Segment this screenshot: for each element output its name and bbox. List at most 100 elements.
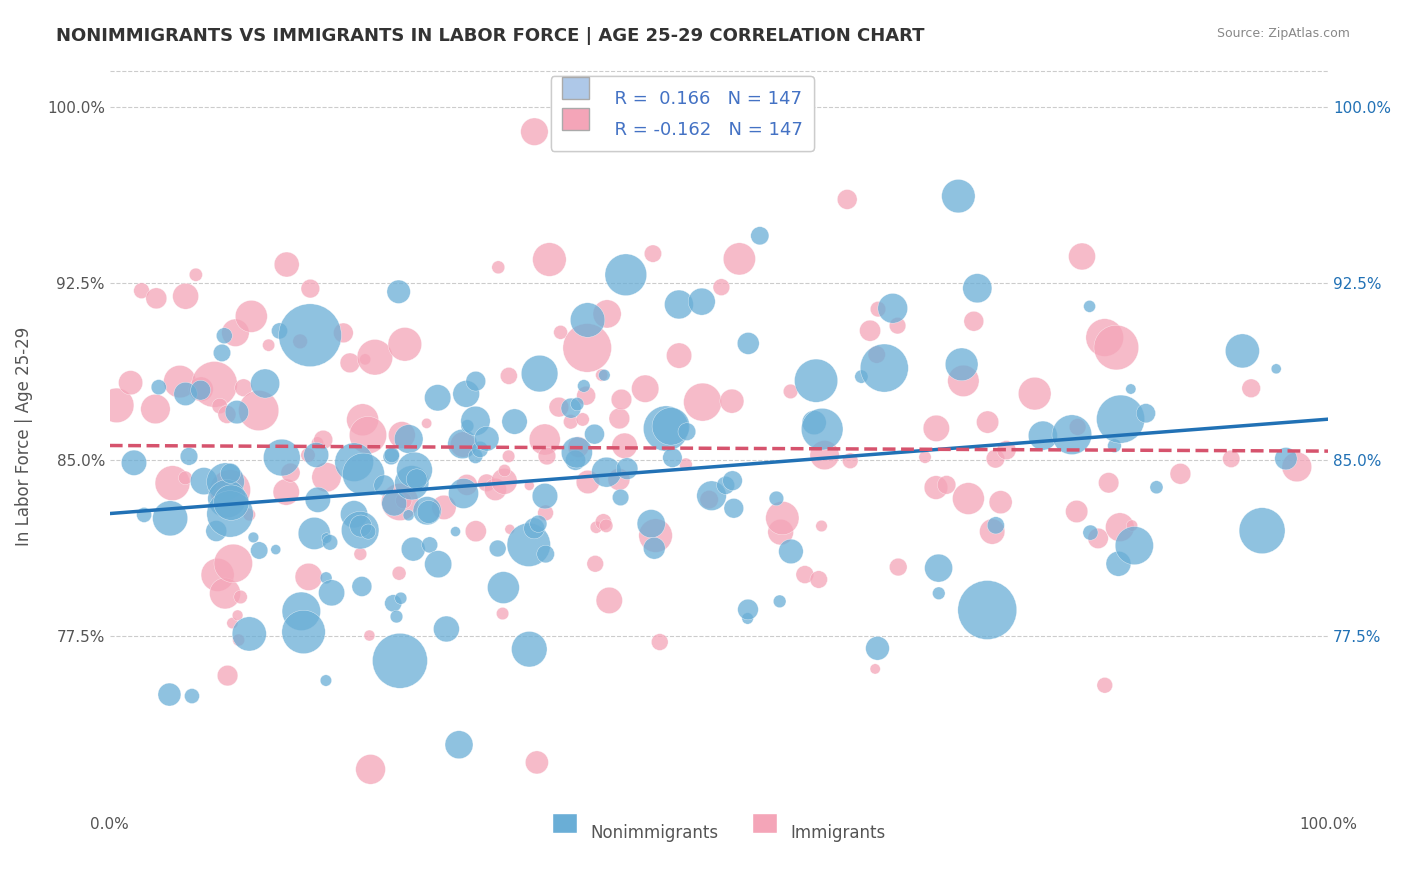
Point bbox=[813, 448, 835, 462]
Point bbox=[169, 375, 191, 389]
Point bbox=[1032, 428, 1054, 442]
Point bbox=[391, 428, 413, 442]
Point bbox=[661, 450, 683, 465]
Point bbox=[221, 616, 243, 631]
Point bbox=[257, 338, 280, 352]
Point bbox=[208, 399, 231, 413]
Point bbox=[229, 590, 252, 604]
Point bbox=[307, 435, 329, 450]
Point bbox=[576, 475, 599, 489]
Point bbox=[349, 547, 371, 561]
Point bbox=[219, 483, 242, 497]
Point bbox=[145, 291, 167, 305]
Point bbox=[214, 475, 236, 489]
Point bbox=[1060, 427, 1083, 442]
Point bbox=[609, 491, 631, 505]
Point bbox=[404, 463, 426, 477]
Point bbox=[1107, 557, 1129, 571]
Point bbox=[851, 369, 873, 384]
Point bbox=[1094, 678, 1116, 692]
Point bbox=[475, 432, 498, 446]
Point bbox=[780, 544, 803, 558]
Point bbox=[692, 395, 714, 409]
Point bbox=[451, 437, 474, 451]
Point bbox=[592, 515, 614, 529]
Point bbox=[583, 557, 606, 571]
Point bbox=[567, 440, 589, 454]
Point bbox=[1240, 381, 1263, 395]
Point bbox=[583, 427, 606, 442]
Point bbox=[866, 347, 889, 361]
Point bbox=[447, 738, 470, 752]
Point bbox=[526, 756, 548, 770]
Point bbox=[641, 246, 664, 260]
Point bbox=[298, 570, 321, 584]
Point bbox=[614, 268, 637, 282]
Point bbox=[648, 635, 671, 649]
Point bbox=[312, 433, 335, 447]
Point bbox=[418, 505, 440, 519]
Point bbox=[676, 425, 699, 439]
Point bbox=[1232, 343, 1254, 358]
Point bbox=[394, 337, 416, 351]
Point bbox=[523, 125, 546, 139]
Point bbox=[1066, 420, 1088, 434]
Point bbox=[565, 445, 588, 459]
Point bbox=[976, 415, 998, 429]
Point bbox=[517, 642, 540, 657]
Point bbox=[215, 408, 238, 422]
Point bbox=[873, 361, 896, 376]
Point bbox=[1024, 386, 1046, 401]
Point bbox=[177, 450, 200, 464]
Point bbox=[533, 433, 555, 447]
Point bbox=[1094, 330, 1116, 344]
Point bbox=[190, 382, 212, 396]
Point bbox=[765, 491, 787, 506]
Point bbox=[280, 466, 302, 480]
Point bbox=[297, 448, 319, 462]
Point bbox=[567, 397, 589, 411]
Point bbox=[304, 526, 326, 541]
Point bbox=[517, 538, 540, 552]
Point bbox=[793, 567, 815, 582]
Point bbox=[981, 524, 1004, 539]
Point bbox=[1251, 524, 1274, 538]
Point bbox=[1105, 341, 1128, 355]
Point bbox=[859, 324, 882, 338]
Point bbox=[643, 541, 665, 556]
Point bbox=[534, 547, 557, 561]
Point bbox=[299, 328, 322, 343]
Point bbox=[321, 586, 343, 600]
Point bbox=[484, 483, 506, 497]
Point bbox=[659, 419, 682, 434]
Point bbox=[928, 561, 950, 575]
Point bbox=[290, 604, 312, 618]
Point bbox=[935, 478, 957, 492]
Point bbox=[564, 453, 586, 467]
Point bbox=[352, 413, 374, 427]
Point bbox=[276, 258, 298, 272]
Point bbox=[315, 470, 337, 484]
Point bbox=[464, 414, 486, 428]
Point bbox=[914, 450, 936, 464]
Point bbox=[887, 560, 910, 574]
Point bbox=[315, 673, 337, 688]
Point bbox=[219, 507, 242, 521]
Point bbox=[357, 524, 380, 539]
Point bbox=[238, 627, 260, 641]
Point bbox=[288, 334, 311, 349]
Point bbox=[498, 450, 520, 464]
Point bbox=[963, 314, 986, 328]
Point bbox=[1087, 532, 1109, 546]
Point bbox=[950, 357, 973, 371]
Point bbox=[353, 467, 375, 481]
Point bbox=[401, 475, 423, 490]
Text: Source: ZipAtlas.com: Source: ZipAtlas.com bbox=[1216, 27, 1350, 40]
Point bbox=[807, 573, 830, 587]
Point bbox=[769, 525, 792, 540]
Point bbox=[1170, 467, 1192, 481]
Point bbox=[475, 475, 498, 490]
Point bbox=[984, 451, 1007, 466]
Point bbox=[1265, 361, 1288, 376]
Point bbox=[503, 415, 526, 429]
